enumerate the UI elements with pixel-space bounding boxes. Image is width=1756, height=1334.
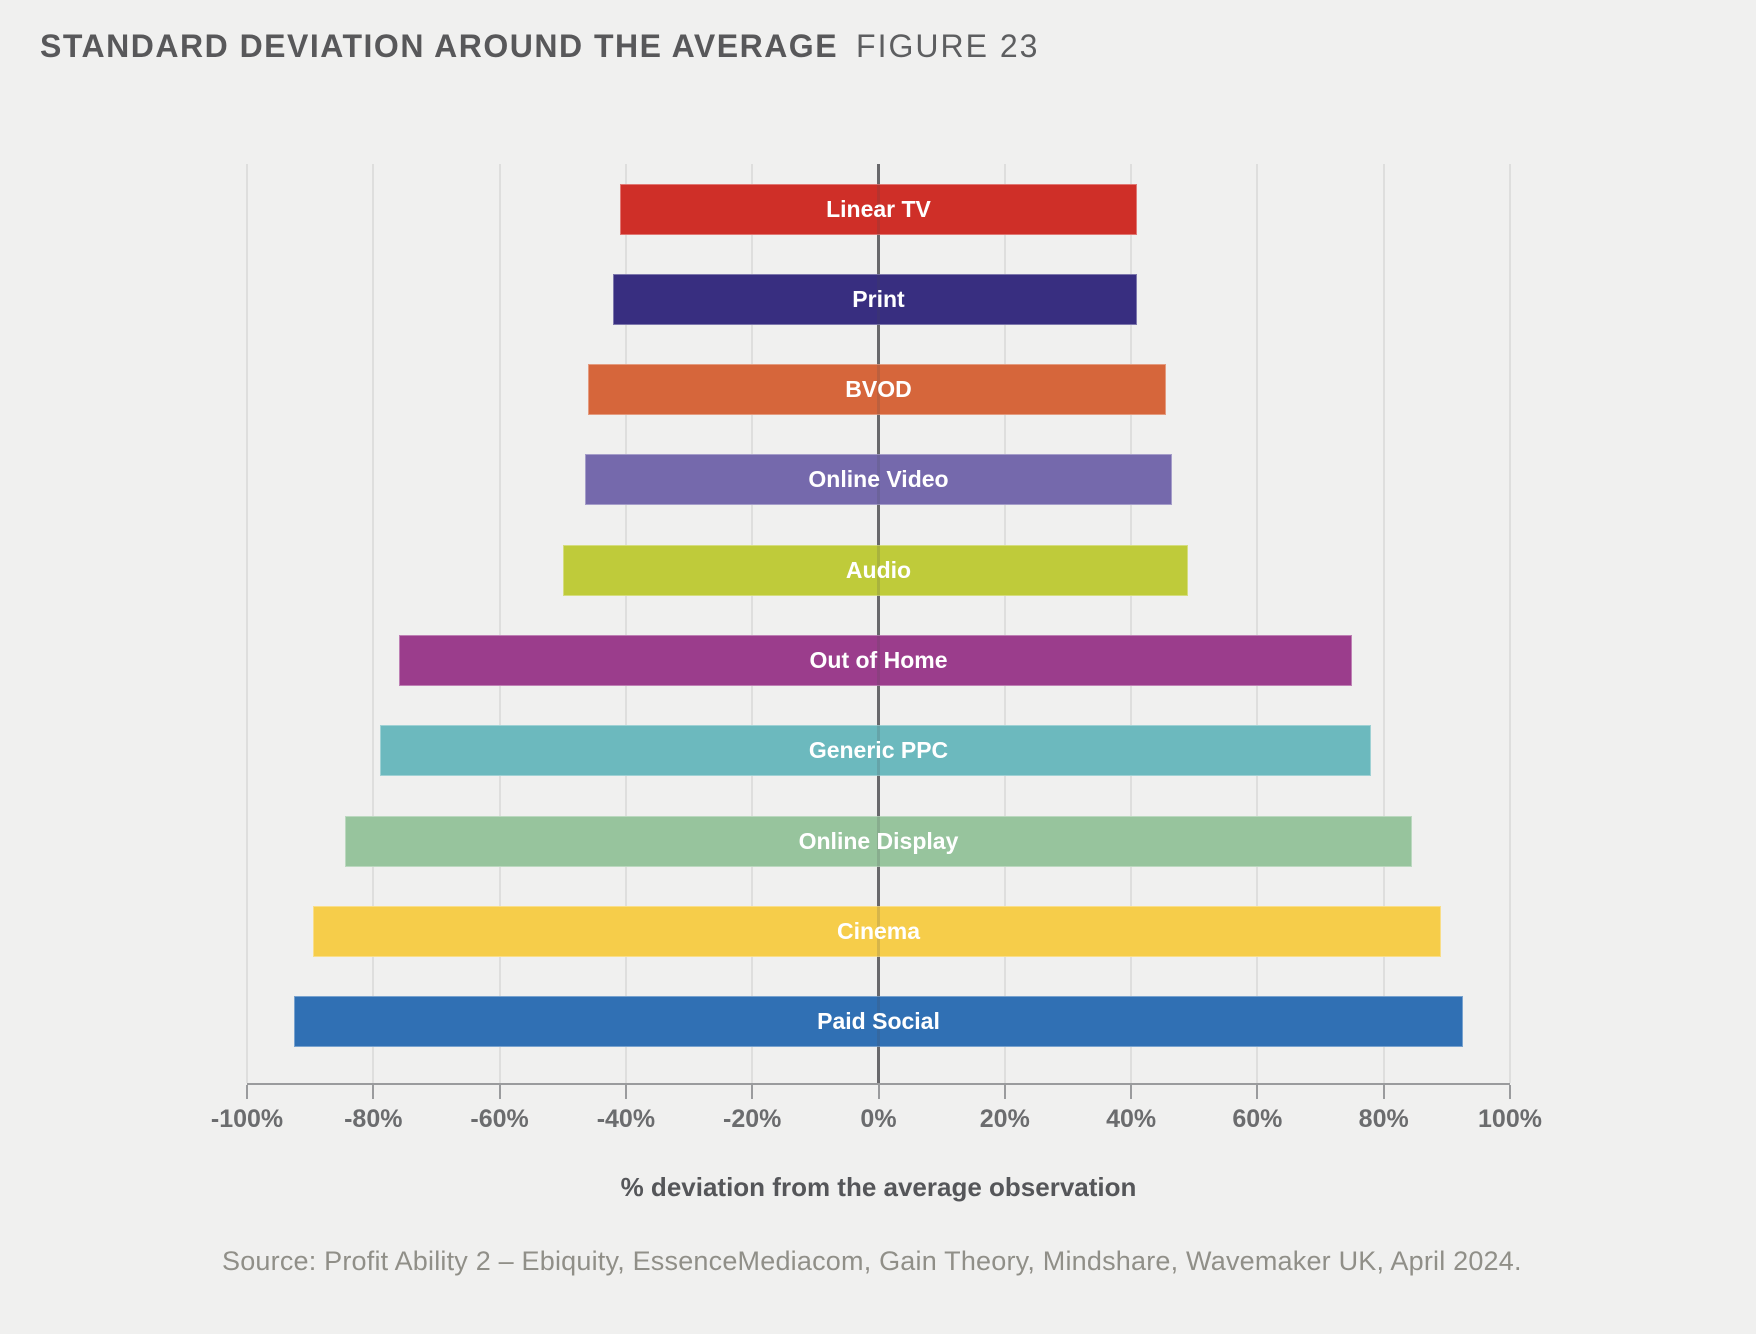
bar-online-video xyxy=(584,454,1173,506)
x-axis-tick xyxy=(1256,1085,1259,1099)
gridline xyxy=(1382,164,1385,1083)
bar-label: Online Display xyxy=(798,827,959,854)
gridline xyxy=(1003,164,1006,1083)
x-axis-tick-label: -100% xyxy=(210,1105,284,1133)
x-axis-tick-label: 80% xyxy=(1358,1105,1409,1133)
bar-label: Paid Social xyxy=(817,1008,940,1035)
x-axis-tick xyxy=(498,1085,501,1099)
x-axis-tick-label: 60% xyxy=(1232,1105,1283,1133)
bar-label: BVOD xyxy=(845,376,912,403)
x-axis-tick-label: -20% xyxy=(723,1105,782,1133)
bar-print xyxy=(613,273,1138,325)
x-axis-tick xyxy=(1130,1085,1133,1099)
bar-linear-tv xyxy=(619,183,1138,235)
x-axis-tick-label: 20% xyxy=(979,1105,1030,1133)
x-axis-tick-label: 0% xyxy=(860,1105,897,1133)
zero-gridline xyxy=(877,164,880,1083)
source-attribution: Source: Profit Ability 2 – Ebiquity, Ess… xyxy=(222,1246,1522,1276)
bar-label: Out of Home xyxy=(809,647,948,673)
bar-label: Linear TV xyxy=(826,195,931,222)
x-axis-tick-label: -60% xyxy=(470,1105,529,1133)
x-axis-tick xyxy=(877,1085,880,1099)
bar-online-display xyxy=(344,815,1413,867)
gridline xyxy=(1256,164,1259,1083)
figure-number-label: FIGURE 23 xyxy=(856,28,1040,64)
x-axis-tick-label: 40% xyxy=(1106,1105,1157,1133)
x-axis-title: % deviation from the average observation xyxy=(620,1172,1137,1202)
bar-cinema xyxy=(313,905,1441,957)
x-axis-tick xyxy=(624,1085,627,1099)
gridline xyxy=(624,164,627,1083)
gridline xyxy=(751,164,754,1083)
bar-audio xyxy=(562,544,1188,596)
plot-area: -100% -80% -60% -40% -20% 0% 20% 40% 60% 80% 100% L… xyxy=(211,150,1542,1133)
bar-out-of-home xyxy=(398,635,1353,686)
bar-label: Print xyxy=(852,285,905,312)
gridline xyxy=(1509,164,1511,1083)
x-axis-tick xyxy=(1382,1085,1385,1099)
x-axis-tick xyxy=(246,1085,248,1099)
page-title: STANDARD DEVIATION AROUND THE AVERAGE FIG… xyxy=(40,28,1039,65)
bar-generic-ppc xyxy=(379,725,1372,777)
bar-label: Audio xyxy=(845,556,912,583)
x-axis-tick xyxy=(1509,1085,1511,1099)
bar-label: Online Video xyxy=(808,466,949,493)
bar-paid-social xyxy=(294,996,1463,1048)
bar-bvod xyxy=(588,364,1166,416)
gridline xyxy=(498,164,501,1083)
x-axis-tick-label: 100% xyxy=(1478,1105,1542,1133)
bar-label: Cinema xyxy=(836,917,921,944)
x-axis-tick-label: -80% xyxy=(344,1105,403,1133)
gridline xyxy=(1130,164,1133,1083)
chart-title: STANDARD DEVIATION AROUND THE AVERAGE xyxy=(40,28,839,64)
gridline xyxy=(246,164,248,1083)
gridline xyxy=(372,164,375,1083)
x-axis-tick xyxy=(1003,1085,1006,1099)
x-axis-tick xyxy=(751,1085,754,1099)
zero-line-overlay xyxy=(877,164,880,1083)
bar-label: Generic PPC xyxy=(808,737,949,764)
x-axis-tick-label: -40% xyxy=(596,1105,656,1133)
x-axis-tick xyxy=(372,1085,375,1099)
